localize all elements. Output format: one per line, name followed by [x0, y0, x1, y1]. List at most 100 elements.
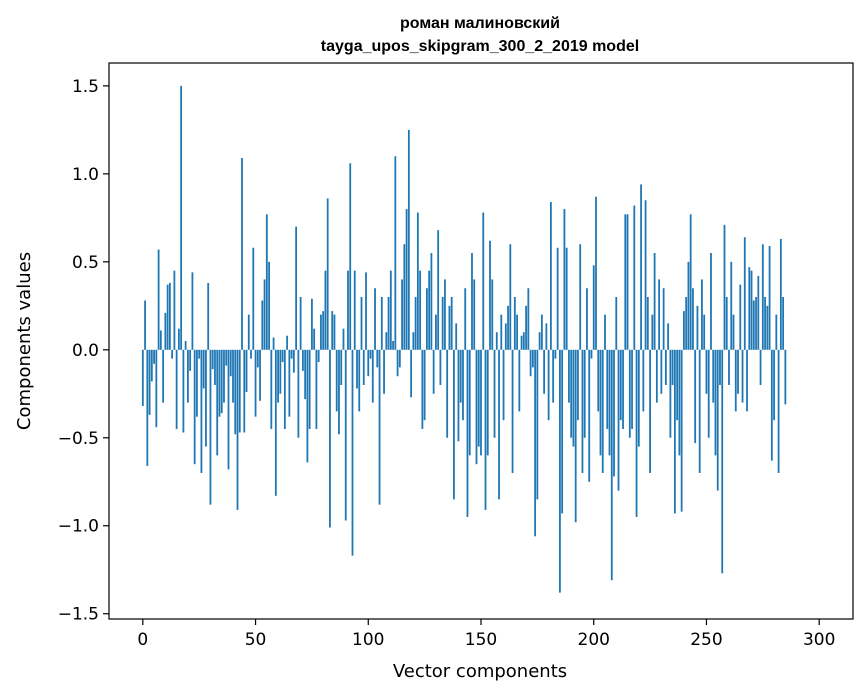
bar: [608, 349, 611, 456]
bar: [671, 349, 674, 385]
bar: [191, 272, 194, 350]
bar: [538, 332, 541, 350]
bar: [766, 305, 769, 350]
bar: [707, 349, 710, 438]
bar: [232, 349, 234, 403]
bar: [385, 332, 388, 350]
bar: [247, 314, 250, 350]
bar: [692, 288, 694, 350]
x-tick-label: 250: [690, 630, 722, 650]
bar: [561, 349, 564, 514]
bar: [261, 300, 264, 350]
bar: [543, 349, 546, 394]
bar: [741, 349, 744, 403]
bar: [486, 349, 489, 456]
x-tick-label: 300: [803, 630, 835, 650]
bar: [468, 349, 471, 456]
bar: [419, 270, 422, 350]
bar: [437, 230, 440, 350]
bar: [531, 349, 534, 368]
y-tick-label: −0.5: [58, 429, 99, 449]
bar: [270, 349, 273, 429]
bar: [250, 349, 252, 359]
x-tick-label: 50: [245, 630, 267, 650]
bar: [547, 349, 550, 421]
bar: [416, 212, 419, 350]
bar: [360, 297, 363, 350]
bar: [283, 349, 286, 429]
bar: [150, 349, 153, 382]
bar: [770, 349, 773, 461]
bar: [320, 314, 322, 350]
bar: [236, 349, 239, 510]
bar: [180, 85, 183, 350]
bar: [342, 328, 345, 350]
bar: [380, 297, 383, 350]
bar: [459, 349, 462, 403]
bar: [764, 297, 766, 350]
bar: [683, 311, 685, 350]
bar: [301, 349, 304, 371]
bar: [540, 314, 543, 350]
bar: [453, 349, 455, 500]
bar: [475, 349, 478, 465]
bar: [277, 349, 279, 403]
bar: [606, 349, 609, 429]
bar: [308, 349, 311, 429]
y-axis-ticks: 1.5 1.0 0.5 0.0 −0.5 −1.0 −1.5: [58, 77, 109, 625]
bar: [495, 332, 498, 350]
bar: [218, 349, 221, 417]
bar: [471, 253, 473, 350]
bar: [175, 349, 178, 429]
bar: [243, 349, 246, 433]
bar: [171, 349, 174, 359]
bar: [719, 349, 721, 385]
bar: [396, 349, 399, 377]
bar: [565, 247, 568, 350]
bar: [157, 249, 160, 350]
bar: [392, 341, 394, 350]
bar: [324, 270, 327, 350]
bar: [617, 349, 620, 491]
bar: [595, 196, 597, 350]
bar: [694, 349, 697, 444]
bar: [574, 349, 577, 523]
y-tick-label: 1.0: [72, 165, 99, 185]
bar: [450, 297, 453, 350]
bar: [583, 349, 586, 438]
bar: [340, 349, 343, 385]
y-tick-label: 0.0: [72, 341, 99, 361]
bar: [164, 312, 167, 350]
bar: [405, 209, 408, 350]
bar: [229, 349, 232, 377]
bar: [356, 349, 358, 389]
bar: [743, 237, 746, 350]
bar: [581, 349, 584, 473]
bar: [511, 349, 514, 473]
bar: [216, 349, 219, 456]
bar: [410, 349, 413, 398]
bar: [773, 349, 775, 421]
bar: [721, 349, 724, 574]
bar: [489, 240, 491, 350]
bar: [329, 349, 331, 528]
bar: [466, 349, 469, 517]
bar: [599, 349, 602, 456]
bar: [435, 314, 437, 350]
bar: [148, 349, 151, 415]
bar: [710, 253, 712, 350]
bar: [376, 349, 379, 368]
bar: [698, 349, 701, 473]
bar: [351, 349, 354, 556]
bar: [252, 247, 255, 350]
bar: [205, 349, 207, 447]
bar: [624, 214, 627, 350]
bar: [631, 349, 633, 429]
bar: [333, 314, 336, 350]
bar: [782, 297, 785, 350]
bar: [322, 311, 325, 350]
bar: [254, 349, 257, 417]
bar: [678, 349, 681, 456]
bar: [315, 349, 318, 429]
